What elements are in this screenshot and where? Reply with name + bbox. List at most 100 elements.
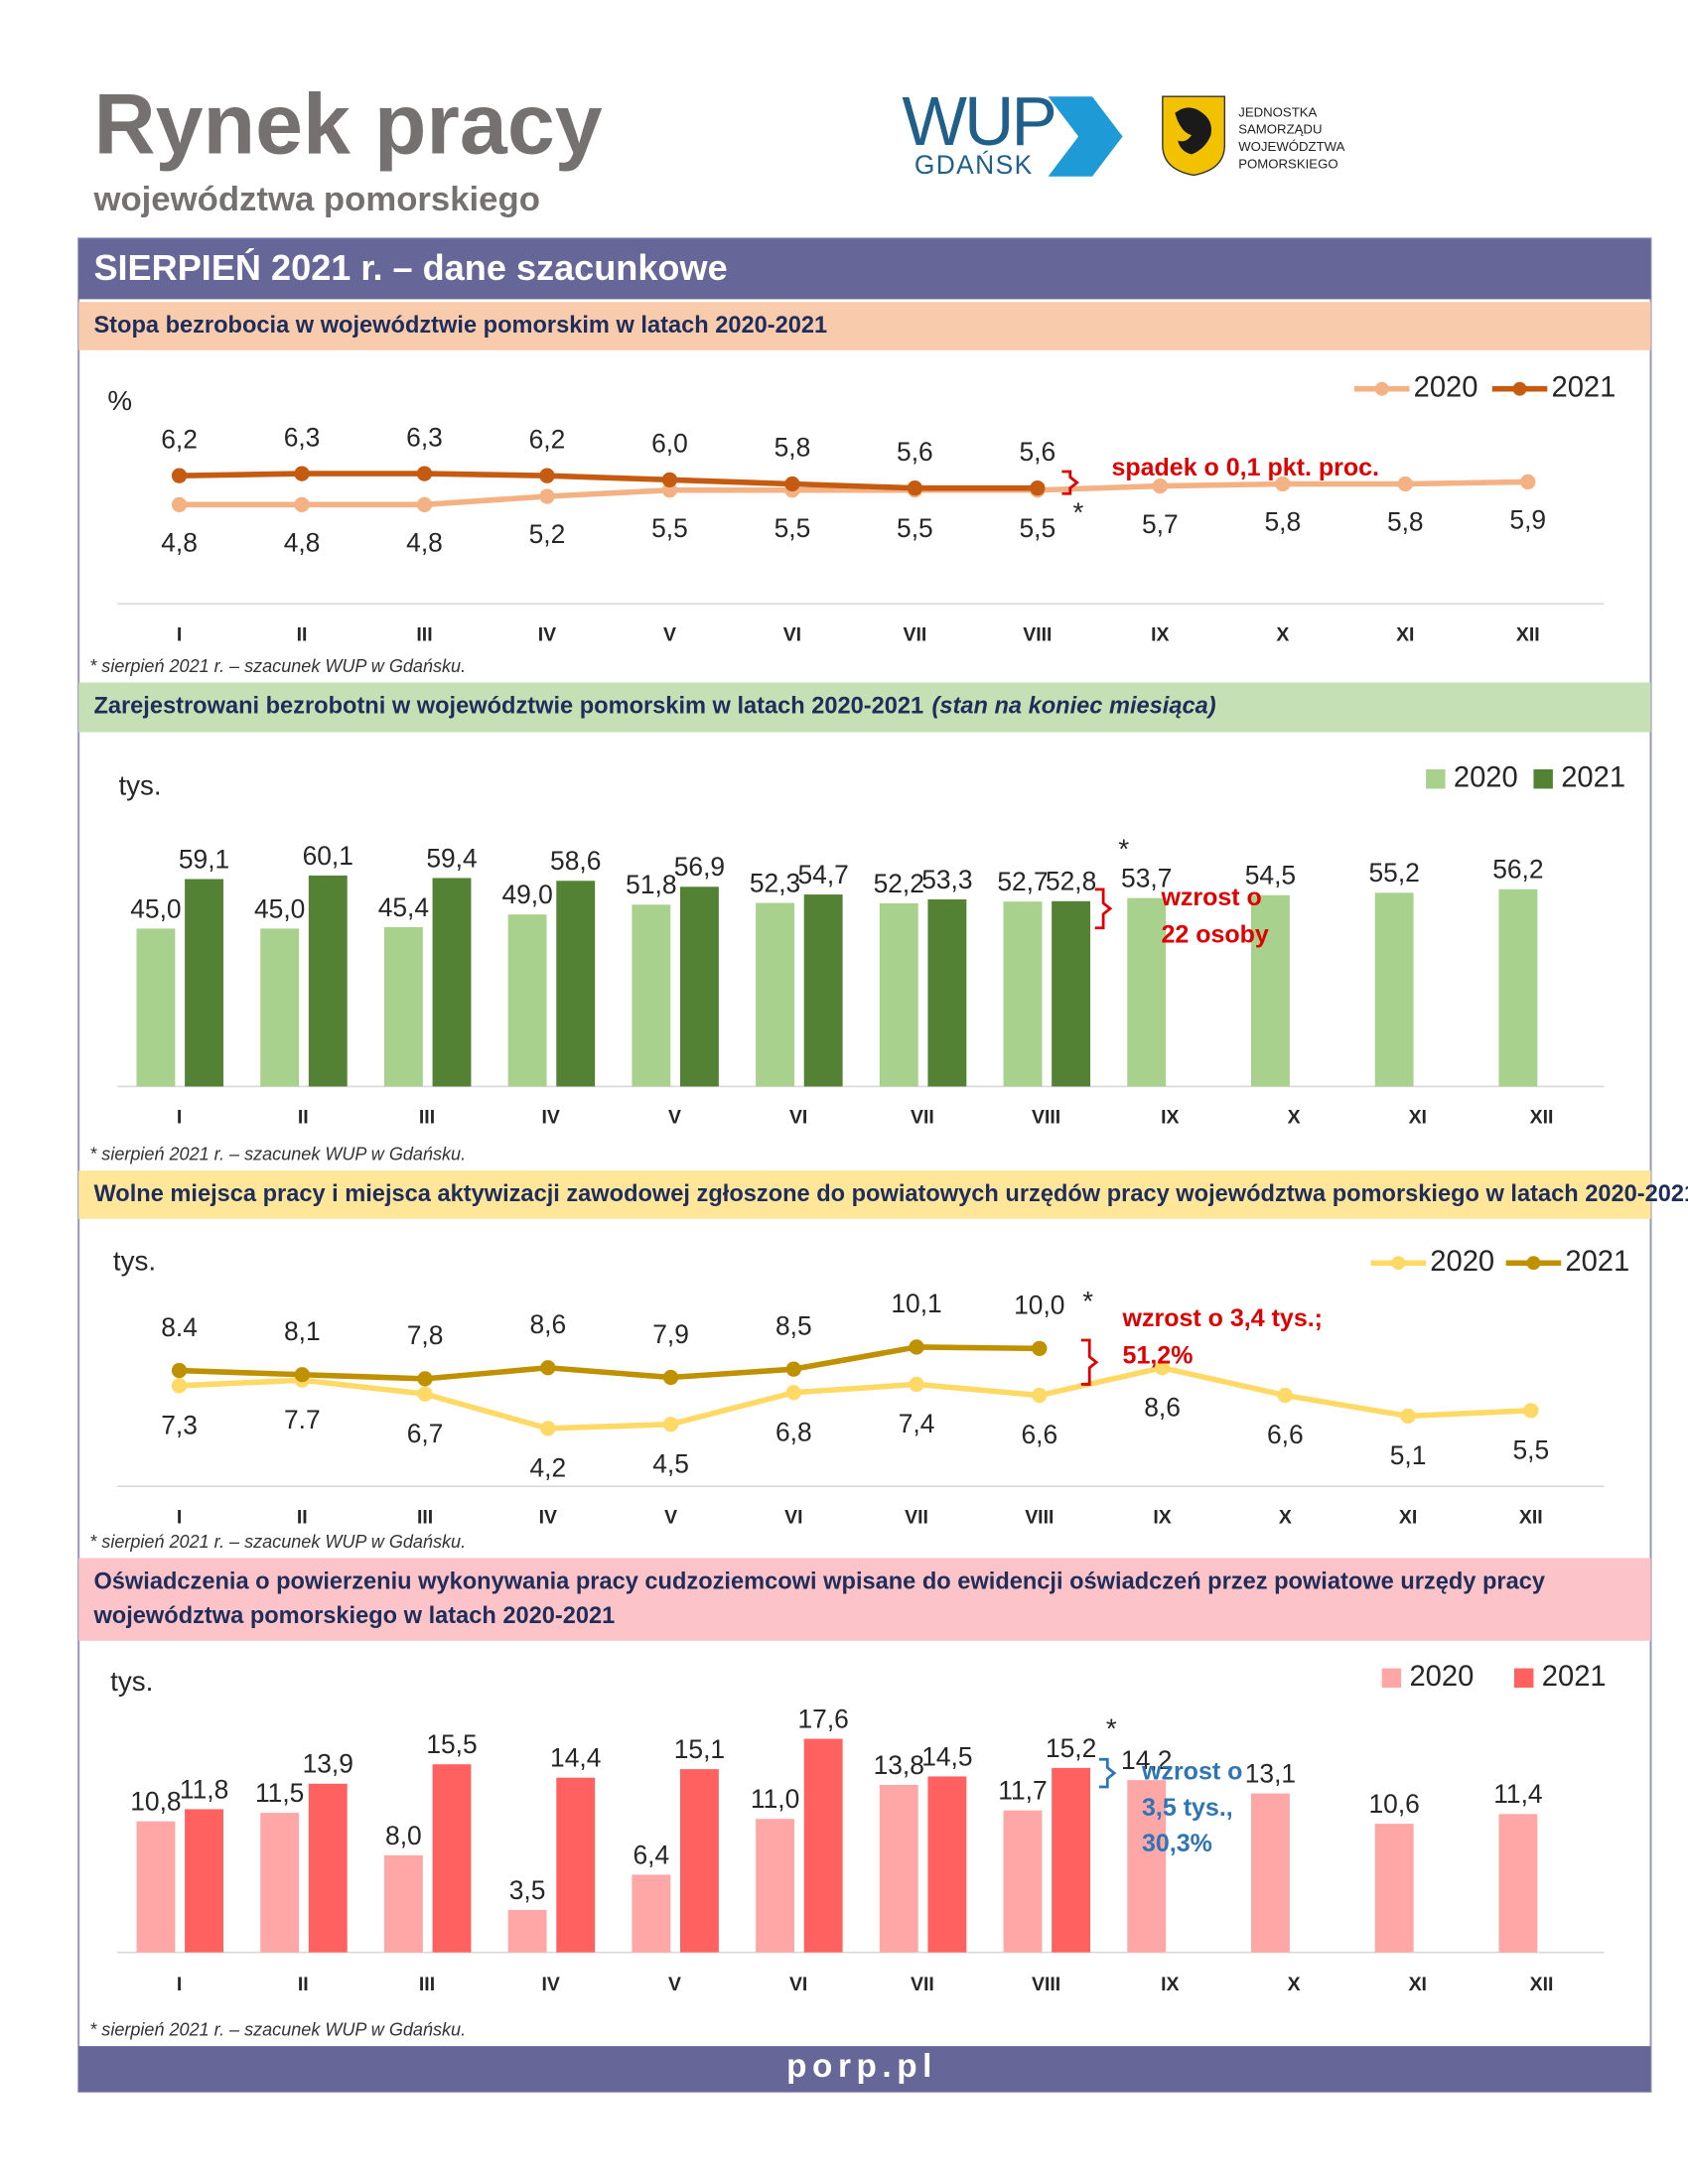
- x-tick-label: XII: [1530, 1107, 1554, 1129]
- point: [1032, 1340, 1048, 1356]
- value-label: 45,0: [130, 893, 181, 923]
- x-tick-label: XII: [1519, 1506, 1543, 1528]
- section-title-text: Zarejestrowani bezrobotni w województwie…: [93, 694, 923, 720]
- value-label: 15,1: [674, 1734, 725, 1764]
- value-label: 15,5: [426, 1729, 477, 1759]
- bar: [383, 1854, 423, 1953]
- value-label: 5,8: [1264, 507, 1301, 537]
- bar: [632, 904, 671, 1087]
- value-label: 4,8: [161, 528, 198, 558]
- value-label: 10,8: [130, 1787, 181, 1817]
- value-label: 8,5: [775, 1310, 812, 1340]
- legend-swatch: [1514, 1668, 1534, 1688]
- bracket: [1080, 1338, 1099, 1386]
- bar: [1003, 901, 1043, 1087]
- x-tick-label: VI: [789, 1974, 807, 1995]
- bar: [1127, 897, 1167, 1087]
- value-label: 8.4: [161, 1312, 198, 1342]
- series-line: [179, 1344, 1040, 1382]
- asterisk: *: [1082, 1286, 1093, 1316]
- point: [662, 1417, 679, 1433]
- x-tick-label: VII: [911, 1107, 934, 1129]
- x-tick-label: X: [1288, 1974, 1301, 1995]
- value-label: 17,6: [797, 1704, 848, 1733]
- value-label: 14,5: [921, 1741, 972, 1771]
- asterisk: *: [1118, 833, 1129, 864]
- bar: [383, 926, 423, 1087]
- bar: [1251, 894, 1290, 1087]
- legend-swatch-dot: [1512, 381, 1527, 396]
- value-label: 6,8: [775, 1417, 812, 1446]
- value-label: 7,8: [407, 1320, 444, 1350]
- point: [1523, 1403, 1539, 1419]
- value-label: 53,7: [1121, 864, 1172, 893]
- point: [1032, 1387, 1048, 1404]
- value-label: 11,5: [255, 1778, 304, 1808]
- value-label: 5,5: [1020, 513, 1056, 543]
- series-line: [179, 1365, 1531, 1432]
- x-tick-label: VI: [789, 1107, 807, 1129]
- x-tick-label: VIII: [1025, 1506, 1054, 1528]
- x-tick-label: X: [1288, 1107, 1301, 1129]
- value-label: 5,2: [529, 519, 566, 549]
- point: [417, 1386, 433, 1402]
- footnote: * sierpień 2021 r. – szacunek WUP w Gdań…: [89, 2020, 466, 2040]
- x-tick-label: IX: [1151, 623, 1169, 645]
- value-label: 53,3: [921, 865, 972, 894]
- x-tick-label: IV: [538, 623, 556, 645]
- section-header: [78, 682, 1651, 733]
- page-title: Rynek pracy: [93, 77, 602, 173]
- point: [661, 472, 678, 487]
- value-label: 59,1: [179, 844, 229, 874]
- org-line: WOJEWÓDZTWA: [1238, 139, 1344, 154]
- value-label: 4,5: [652, 1448, 689, 1478]
- annotation: 51,2%: [1123, 1341, 1194, 1369]
- point: [662, 1369, 679, 1386]
- value-label: 5,5: [774, 513, 811, 543]
- x-tick-label: IX: [1153, 1506, 1171, 1528]
- x-tick-label: V: [663, 623, 676, 645]
- x-tick-label: III: [419, 1107, 435, 1129]
- value-label: 8,6: [529, 1309, 566, 1339]
- unit-label: tys.: [118, 769, 161, 800]
- x-tick-label: III: [419, 1974, 435, 1995]
- section-title: Wolne miejsca pracy i miejsca aktywizacj…: [93, 1181, 1688, 1207]
- annotation: wzrost o 3,4 tys.;: [1122, 1304, 1323, 1332]
- value-label: 6,7: [407, 1419, 444, 1448]
- banner: [78, 238, 1651, 300]
- bar: [803, 894, 843, 1087]
- section-title-text: województwa pomorskiego w latach 2020-20…: [92, 1603, 615, 1629]
- value-label: 8,0: [385, 1821, 422, 1850]
- value-label: 6,2: [161, 424, 198, 454]
- bracket: [1098, 1757, 1117, 1789]
- x-tick-label: XI: [1396, 623, 1414, 645]
- value-label: 55,2: [1368, 858, 1419, 887]
- value-label: 56,2: [1492, 855, 1543, 885]
- page-subtitle: województwa pomorskiego: [92, 181, 539, 218]
- unit-label: %: [107, 385, 132, 416]
- bar: [1374, 892, 1414, 1087]
- bar: [507, 914, 547, 1087]
- x-tick-label: XII: [1530, 1974, 1554, 1995]
- point: [909, 1376, 924, 1393]
- x-tick-label: IV: [542, 1107, 560, 1129]
- value-label: 52,2: [874, 869, 924, 898]
- unit-label: tys.: [113, 1246, 156, 1277]
- legend-label: 2021: [1565, 1246, 1629, 1278]
- value-label: 5,8: [774, 433, 811, 463]
- legend-label: 2021: [1552, 371, 1617, 403]
- bar: [879, 1785, 918, 1953]
- x-tick-label: VIII: [1032, 1974, 1060, 1995]
- x-tick-label: XI: [1409, 1974, 1427, 1995]
- value-label: 7,9: [652, 1319, 689, 1349]
- bar: [136, 1821, 176, 1953]
- legend-swatch-dot: [1374, 381, 1389, 396]
- x-tick-label: V: [664, 1506, 677, 1528]
- bar: [1052, 1767, 1091, 1953]
- bar: [680, 887, 719, 1087]
- section-title-note: (stan na koniec miesiąca): [932, 694, 1216, 720]
- unit-label: tys.: [110, 1666, 153, 1697]
- x-tick-label: II: [297, 1506, 308, 1528]
- bar: [136, 928, 176, 1087]
- section-title-text: Wolne miejsca pracy i miejsca aktywizacj…: [93, 1181, 1688, 1207]
